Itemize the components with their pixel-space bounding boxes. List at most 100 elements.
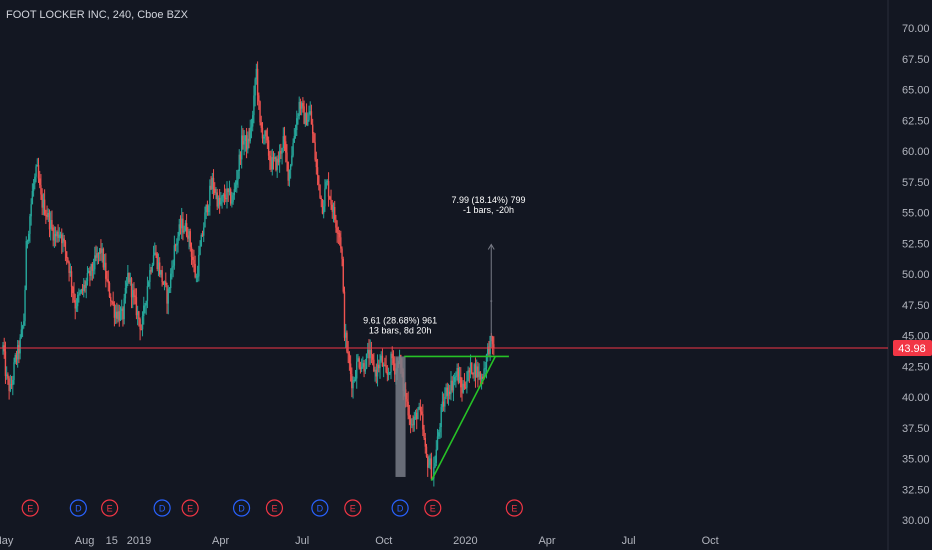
candle: [67, 256, 69, 264]
earnings-event-icon[interactable]: E: [424, 499, 442, 517]
candle: [300, 101, 303, 116]
candle: [200, 233, 202, 247]
dividend-event-icon[interactable]: D: [232, 499, 251, 517]
candle: [362, 356, 364, 369]
candle: [20, 321, 23, 339]
dividend-event-icon[interactable]: D: [153, 499, 171, 517]
earnings-event-icon[interactable]: E: [21, 499, 39, 517]
candle: [98, 247, 101, 262]
time-axis[interactable]: May Aug 15 2019 Apr Jul Oct 2020 Apr Jul Oct: [0, 535, 719, 547]
candle: [112, 291, 114, 307]
candle: [441, 391, 444, 412]
candle: [23, 313, 25, 329]
candle: [387, 367, 390, 381]
candle: [225, 188, 227, 203]
dividend-event-icon[interactable]: D: [69, 499, 87, 517]
candle: [336, 220, 338, 243]
time-tick-label: Oct: [702, 535, 719, 547]
event-label: E: [511, 504, 517, 514]
candle: [263, 134, 265, 145]
candle: [116, 302, 118, 324]
candle: [316, 158, 319, 186]
candle: [152, 245, 155, 266]
candle: [210, 176, 212, 191]
candle: [391, 346, 393, 366]
candle: [311, 118, 314, 143]
candle: [247, 131, 249, 154]
candle: [288, 169, 291, 187]
earnings-event-icon[interactable]: E: [181, 499, 199, 517]
candle: [201, 230, 204, 237]
earnings-event-icon[interactable]: E: [344, 499, 362, 517]
candle: [385, 355, 387, 374]
candle: [468, 367, 471, 383]
candle: [491, 335, 494, 355]
candle: [165, 272, 167, 288]
candle: [135, 288, 138, 320]
candle: [199, 240, 201, 256]
candle: [107, 270, 109, 292]
price-axis[interactable]: 70.00 67.50 65.00 62.50 60.00 57.50 55.00 52.50…: [902, 23, 930, 527]
last-price-marker: 43.98: [0, 340, 932, 357]
candle: [103, 253, 106, 271]
candle: [414, 409, 417, 420]
earnings-event-icon[interactable]: E: [505, 499, 523, 517]
candle: [227, 188, 229, 202]
candle: [254, 77, 256, 107]
candle: [166, 282, 168, 314]
candle: [269, 151, 271, 170]
candle: [297, 113, 299, 125]
candle: [87, 267, 90, 274]
candle: [373, 352, 375, 373]
dividend-event-icon[interactable]: D: [311, 499, 329, 517]
candle: [48, 209, 51, 238]
trendline[interactable]: [430, 356, 497, 482]
candle: [36, 158, 38, 167]
candle: [169, 268, 172, 294]
price-range-measure[interactable]: [395, 356, 406, 477]
candle: [326, 179, 329, 186]
candle: [299, 98, 302, 116]
candle: [287, 161, 289, 186]
candle: [424, 432, 426, 454]
candle: [356, 354, 358, 389]
candle: [258, 92, 260, 110]
candle: [182, 212, 184, 241]
candle: [475, 359, 478, 378]
candle: [237, 169, 239, 188]
earnings-event-icon[interactable]: E: [265, 499, 284, 517]
candle: [364, 358, 367, 375]
candle: [457, 363, 460, 385]
earnings-event-icon[interactable]: E: [101, 499, 119, 517]
candle: [72, 285, 74, 303]
candle: [168, 287, 171, 294]
candle: [106, 271, 108, 282]
price-tick-label: 52.50: [902, 238, 930, 250]
dividend-event-icon[interactable]: D: [391, 499, 409, 517]
candle: [334, 200, 336, 223]
candle: [368, 339, 370, 367]
candle: [417, 407, 419, 420]
candle: [14, 353, 16, 365]
time-tick-label: 2019: [127, 535, 151, 547]
candle: [222, 192, 225, 203]
candle: [285, 135, 287, 163]
price-tick-label: 62.50: [902, 115, 930, 127]
chart-title: FOOT LOCKER INC, 240, Cboe BZX: [6, 9, 188, 21]
candle: [122, 306, 124, 327]
candle: [322, 200, 325, 219]
candle: [329, 195, 331, 200]
price-tick-label: 60.00: [902, 146, 930, 158]
candle: [359, 361, 362, 374]
candle: [267, 136, 270, 161]
measure-arrow[interactable]: [487, 243, 495, 349]
candle: [313, 132, 315, 143]
candle: [129, 272, 131, 286]
candle: [26, 239, 29, 249]
price-tick-label: 65.00: [902, 85, 930, 97]
candle: [418, 402, 420, 410]
candle: [83, 278, 85, 298]
